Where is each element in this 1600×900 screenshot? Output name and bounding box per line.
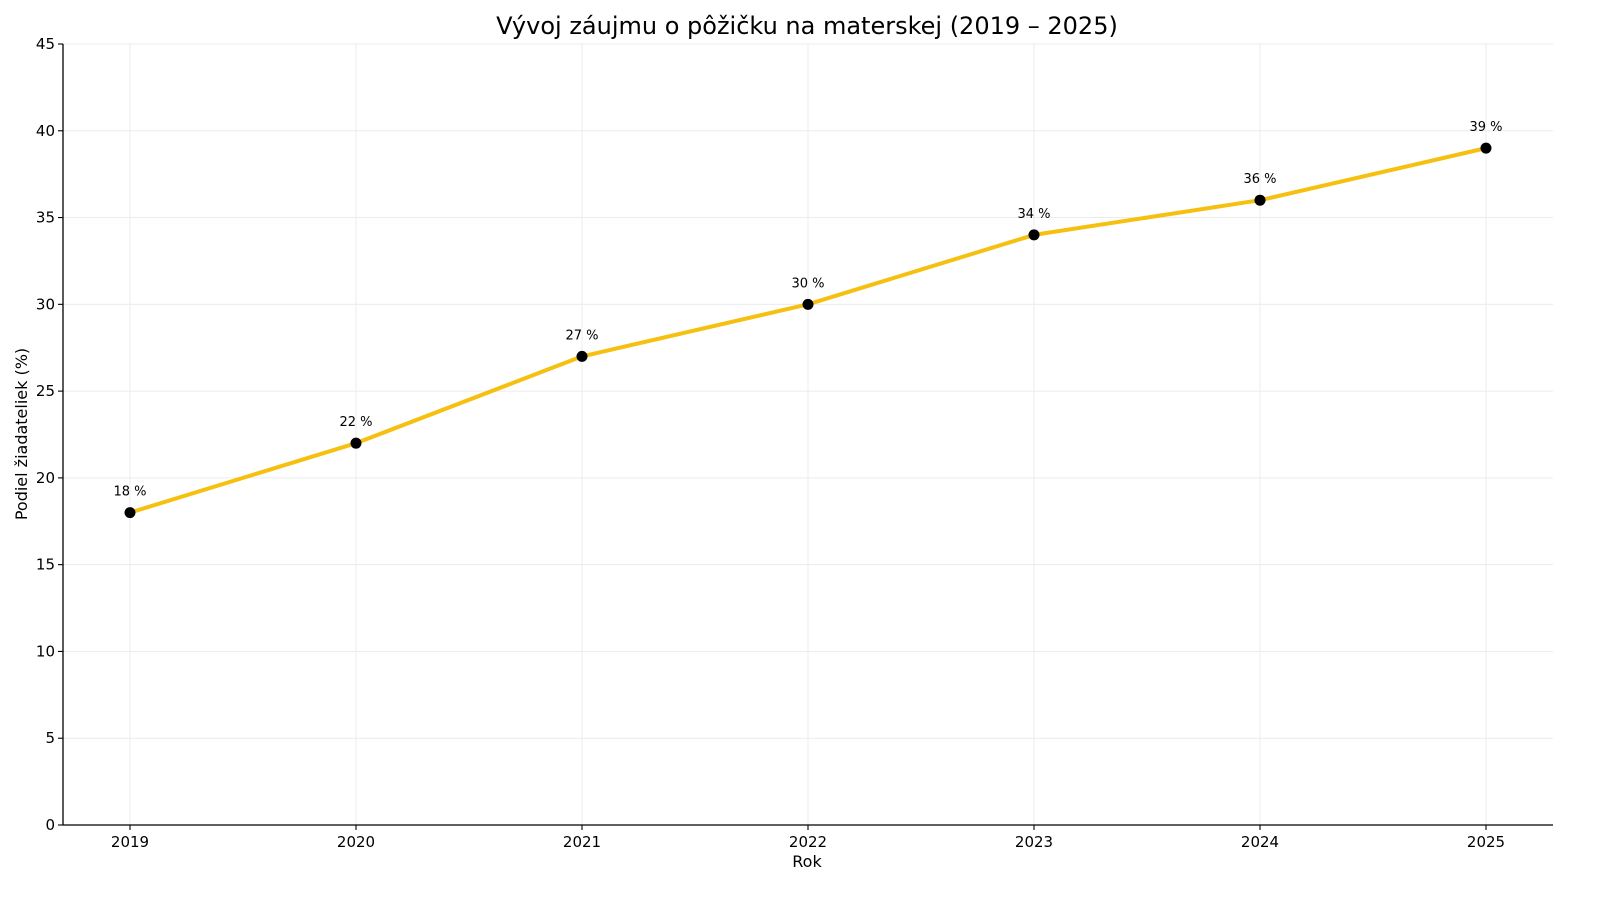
data-point (1028, 229, 1040, 241)
y-tick-label: 35 (36, 209, 55, 227)
y-tick-label: 15 (36, 556, 55, 574)
data-point (124, 507, 136, 519)
data-point (576, 350, 588, 362)
x-axis-ticks: 2019 2020 2021 2022 2023 2024 2025 (111, 825, 1505, 851)
y-tick-label: 0 (45, 816, 55, 834)
y-tick-label: 20 (36, 469, 55, 487)
x-tick-label: 2022 (789, 833, 827, 851)
data-point (1254, 194, 1266, 206)
data-label: 34 % (1017, 207, 1050, 222)
y-axis-ticks: 0 5 10 15 20 25 30 35 40 45 (36, 35, 63, 834)
y-tick-label: 40 (36, 122, 55, 140)
x-tick-label: 2023 (1015, 833, 1053, 851)
x-tick-label: 2019 (111, 833, 149, 851)
x-tick-label: 2020 (337, 833, 375, 851)
y-axis-title: Podiel žiadateliek (%) (12, 348, 31, 520)
data-label: 18 % (113, 485, 146, 500)
y-tick-label: 45 (36, 35, 55, 53)
x-tick-label: 2021 (563, 833, 601, 851)
data-labels: 18 % 22 % 27 % 30 % 34 % 36 % 39 % (113, 120, 1502, 499)
gridlines (63, 43, 1553, 826)
y-tick-label: 5 (45, 729, 55, 747)
data-point (1480, 142, 1492, 154)
x-tick-label: 2025 (1467, 833, 1505, 851)
series-group (124, 142, 1492, 519)
data-point (350, 437, 362, 449)
x-tick-label: 2024 (1241, 833, 1279, 851)
y-tick-label: 10 (36, 642, 55, 660)
chart-title: Vývoj záujmu o pôžičku na materskej (201… (496, 12, 1118, 40)
y-tick-label: 25 (36, 382, 55, 400)
data-label: 36 % (1243, 172, 1276, 187)
data-label: 30 % (791, 276, 824, 291)
data-label: 27 % (565, 328, 598, 343)
data-label: 22 % (339, 415, 372, 430)
x-axis-title: Rok (792, 852, 822, 871)
y-tick-label: 30 (36, 295, 55, 313)
data-label: 39 % (1469, 120, 1502, 135)
data-point (802, 298, 814, 310)
